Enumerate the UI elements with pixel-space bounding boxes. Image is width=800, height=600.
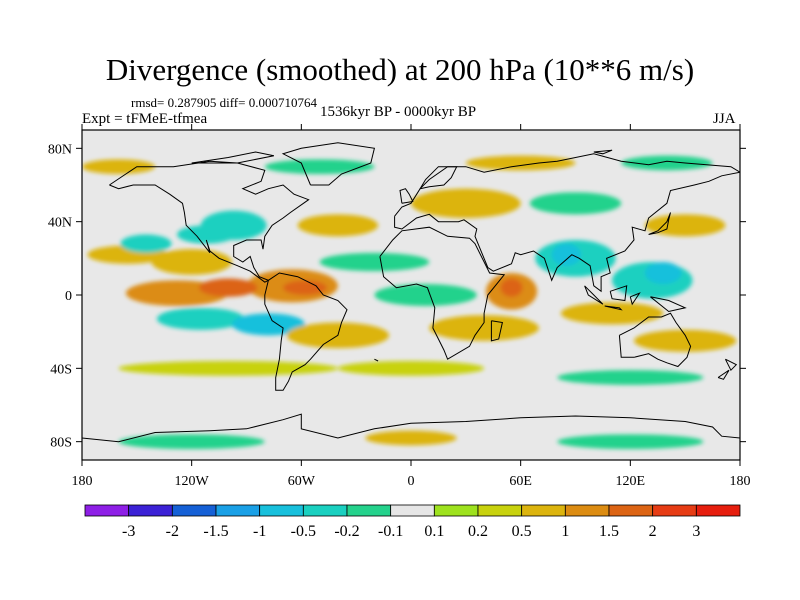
field-contour xyxy=(337,361,485,376)
statistics-text: rmsd= 0.287905 diff= 0.000710764 xyxy=(131,95,317,110)
lon-tick-label: 120E xyxy=(616,474,646,489)
field-contour xyxy=(465,155,576,171)
africa-coast xyxy=(379,226,506,360)
colorbar-box xyxy=(84,504,130,517)
field-contour xyxy=(118,361,338,376)
lon-tick-label: 120W xyxy=(175,474,210,489)
colorbar-box xyxy=(608,504,654,517)
colorbar-box xyxy=(128,504,173,517)
colorbar: -3 -2 -1.5 -1 -0.5 -0.2 -0.1 0.1 0.2 0.5 1 1.5 2 3 xyxy=(84,504,741,540)
colorbar-box xyxy=(433,504,479,517)
south-america-coast xyxy=(264,272,348,391)
greenland-coast xyxy=(281,142,376,186)
scandinavia-coast xyxy=(419,166,458,190)
field-contour xyxy=(374,284,477,306)
colorbar-box xyxy=(390,504,435,517)
indonesia-coast xyxy=(584,285,687,313)
field-contour xyxy=(120,234,172,253)
colorbar-box xyxy=(695,504,741,517)
colorbar-label: -0.1 xyxy=(378,523,403,540)
lat-tick-label: 80N xyxy=(48,142,72,157)
field-contour xyxy=(551,243,581,266)
colorbar-box xyxy=(564,504,610,517)
field-contour xyxy=(633,329,737,352)
map-title: Divergence (smoothed) at 200 hPa (10**6 … xyxy=(105,52,695,87)
period-label: 1536kyr BP - 0000kyr BP xyxy=(320,104,477,120)
colorbar-box xyxy=(346,504,392,517)
lat-tick-label: 80S xyxy=(50,436,72,451)
lon-tick-label: 60E xyxy=(509,474,532,489)
australia-coast xyxy=(618,312,692,368)
colorbar-label: -3 xyxy=(122,523,135,540)
field-contour xyxy=(621,155,713,171)
field-contour xyxy=(231,313,305,336)
field-contour xyxy=(198,278,258,297)
field-contour xyxy=(500,278,523,297)
season-label: JJA xyxy=(713,111,736,127)
field-contour xyxy=(411,188,521,218)
north-america-coast xyxy=(109,160,310,283)
field-contour xyxy=(283,280,327,295)
lon-tick-label: 180 xyxy=(72,474,93,489)
antarctica-coast xyxy=(82,413,740,443)
colorbar-label: 0.1 xyxy=(424,523,444,540)
japan-coast xyxy=(648,212,671,235)
new-zealand-coast xyxy=(717,358,738,380)
colorbar-label: -0.5 xyxy=(291,523,316,540)
field-contour xyxy=(319,252,430,272)
field-contour xyxy=(297,214,379,237)
colorbar-label: 2 xyxy=(649,523,657,540)
madagascar-coast xyxy=(490,320,504,342)
colorbar-label: 1.5 xyxy=(599,523,619,540)
experiment-label: Expt = tFMeE-tfmea xyxy=(82,111,208,127)
colorbar-label: 0.5 xyxy=(512,523,532,540)
lon-tick-label: 60W xyxy=(288,474,316,489)
field-contour xyxy=(200,210,267,240)
colorbar-box xyxy=(477,504,523,517)
field-contour xyxy=(557,434,704,449)
lat-tick-label: 40N xyxy=(48,216,72,231)
field-contour xyxy=(429,315,539,341)
colorbar-box xyxy=(652,504,697,517)
field-contour xyxy=(156,307,245,330)
lat-tick-label: 40S xyxy=(50,362,72,377)
arctic-islands-coast xyxy=(191,149,613,362)
field-contour xyxy=(151,249,232,275)
field-contour xyxy=(82,159,156,175)
field-contour xyxy=(644,262,682,284)
colorbar-label: 1 xyxy=(561,523,569,540)
field-contour xyxy=(264,159,375,175)
map-axes: 180 120W 60W 0 60E 120E 180 80N 40N 0 40S 80S xyxy=(48,124,751,489)
field-contour xyxy=(118,434,265,449)
colorbar-box xyxy=(259,504,304,517)
colorbar-label: -0.2 xyxy=(334,523,359,540)
colorbar-label: -1.5 xyxy=(203,523,228,540)
colorbar-box xyxy=(521,504,566,517)
field-contour xyxy=(560,302,664,325)
field-contour xyxy=(365,430,457,446)
coastlines xyxy=(82,142,740,443)
lat-tick-label: 0 xyxy=(65,289,72,304)
divergence-field xyxy=(82,155,737,449)
britain-coast xyxy=(399,188,414,204)
colorbar-label: 0.2 xyxy=(468,523,488,540)
eurasia-coast xyxy=(394,153,740,293)
field-contour xyxy=(644,214,726,237)
lon-tick-label: 0 xyxy=(408,474,415,489)
colorbar-box xyxy=(171,504,217,517)
colorbar-label: -2 xyxy=(166,523,179,540)
colorbar-label: 3 xyxy=(692,523,700,540)
field-contour xyxy=(557,370,704,385)
colorbar-box xyxy=(215,504,261,517)
field-contour xyxy=(529,192,622,215)
colorbar-box xyxy=(302,504,348,517)
colorbar-label: -1 xyxy=(253,523,266,540)
lon-tick-label: 180 xyxy=(730,474,751,489)
